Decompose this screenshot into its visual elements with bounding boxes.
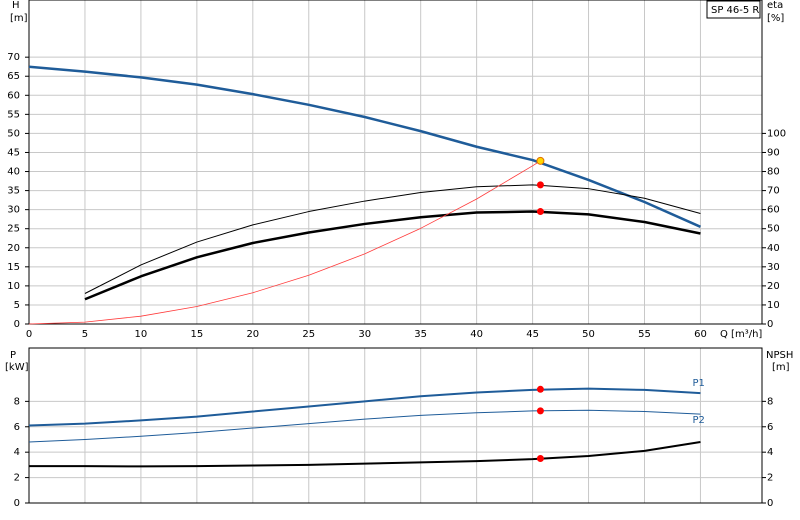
operating-point xyxy=(536,181,544,189)
y2-axis-label: NPSH xyxy=(766,350,793,361)
operating-point xyxy=(536,156,545,165)
x-tick-label: 15 xyxy=(190,329,203,340)
y2-tick-label: 70 xyxy=(767,186,780,197)
y-tick-label: 60 xyxy=(7,90,20,101)
y-tick-label: 30 xyxy=(7,205,20,216)
y2-tick-label: 0 xyxy=(767,498,773,509)
x-tick-label: 0 xyxy=(26,329,32,340)
x-tick-label: 20 xyxy=(246,329,259,340)
y-tick-label: 20 xyxy=(7,243,20,254)
x-tick-label: 35 xyxy=(414,329,427,340)
y2-tick-label: 40 xyxy=(767,243,780,254)
operating-point xyxy=(536,455,544,463)
curve xyxy=(28,65,701,228)
y2-tick-label: 6 xyxy=(767,422,773,433)
x-tick-label: 50 xyxy=(582,329,595,340)
y-tick-label: 8 xyxy=(14,396,20,407)
y-tick-label: 45 xyxy=(7,147,20,158)
y2-tick-label: 0 xyxy=(767,319,773,330)
label-box xyxy=(706,0,761,19)
y-tick-label: 50 xyxy=(7,128,20,139)
y-tick-label: 25 xyxy=(7,224,20,235)
y2-tick-label: 100 xyxy=(767,128,786,139)
y-tick-label: 55 xyxy=(7,109,20,120)
y2-tick-label: 20 xyxy=(767,281,780,292)
y-axis-unit: [kW] xyxy=(5,362,29,373)
y2-tick-label: 60 xyxy=(767,205,780,216)
curve-label: P1 xyxy=(692,378,704,389)
operating-point xyxy=(536,385,544,393)
y-tick-label: 2 xyxy=(14,473,20,484)
y2-tick-label: 2 xyxy=(767,473,773,484)
curve xyxy=(29,441,701,468)
y-tick-label: 5 xyxy=(14,300,20,311)
y2-tick-label: 4 xyxy=(767,447,773,458)
x-tick-label: 25 xyxy=(302,329,315,340)
y-tick-label: 0 xyxy=(14,319,20,330)
y-tick-label: 35 xyxy=(7,186,20,197)
y-tick-label: 4 xyxy=(14,447,20,458)
curve xyxy=(28,387,701,427)
y-tick-label: 70 xyxy=(7,52,20,63)
operating-point xyxy=(536,407,544,415)
y2-tick-label: 50 xyxy=(767,224,780,235)
curve xyxy=(28,409,701,443)
y2-axis-label: eta xyxy=(767,0,783,11)
curve xyxy=(84,210,701,301)
y-axis-unit: [m] xyxy=(10,13,28,24)
operating-point xyxy=(536,208,544,216)
x-tick-label: 40 xyxy=(470,329,483,340)
y2-tick-label: 10 xyxy=(767,300,780,311)
x-tick-label: 5 xyxy=(82,329,88,340)
y2-tick-label: 80 xyxy=(767,167,780,178)
curve-label: P2 xyxy=(692,415,704,426)
plot-frame xyxy=(28,0,763,325)
x-tick-label: 10 xyxy=(135,329,148,340)
y-tick-label: 40 xyxy=(7,167,20,178)
x-tick-label: 60 xyxy=(694,329,707,340)
x-tick-label: 30 xyxy=(358,329,371,340)
y2-tick-label: 90 xyxy=(767,147,780,158)
y-tick-label: 6 xyxy=(14,422,20,433)
curve xyxy=(84,184,701,294)
curve xyxy=(28,160,541,325)
y2-tick-label: 8 xyxy=(767,396,773,407)
x-axis-label: Q [m³/h] xyxy=(720,329,762,340)
y-tick-label: 0 xyxy=(14,498,20,509)
x-tick-label: 55 xyxy=(638,329,651,340)
y-axis-label: H xyxy=(12,0,20,11)
y2-tick-label: 30 xyxy=(767,262,780,273)
y2-axis-unit: [%] xyxy=(767,13,784,24)
y-tick-label: 10 xyxy=(7,281,20,292)
pump-model: SP 46-5 R xyxy=(711,5,759,16)
y2-axis-unit: [m] xyxy=(772,362,790,373)
y-tick-label: 65 xyxy=(7,71,20,82)
y-axis-label: P xyxy=(10,350,16,361)
x-tick-label: 45 xyxy=(526,329,539,340)
y-tick-label: 15 xyxy=(7,262,20,273)
